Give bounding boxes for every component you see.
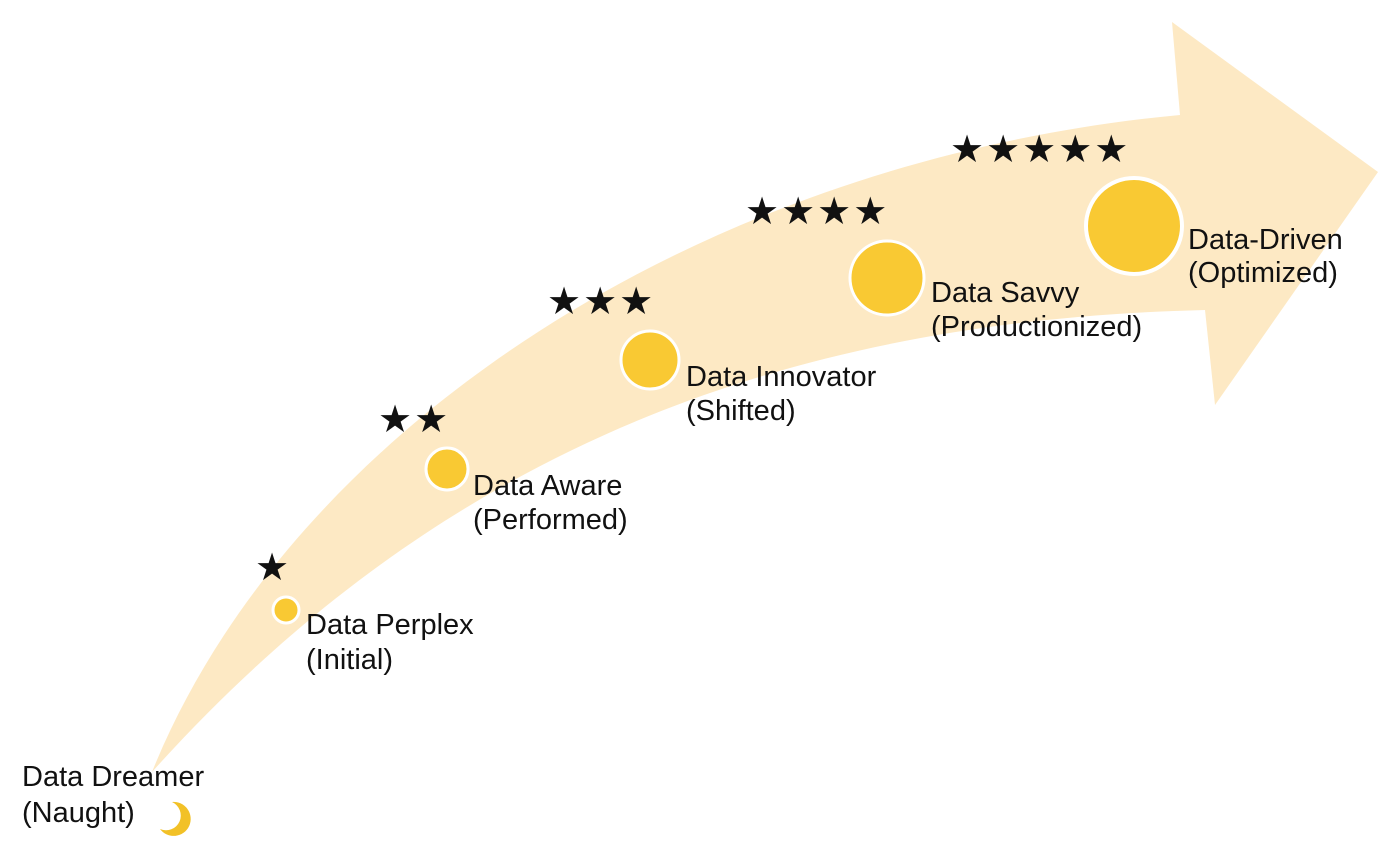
star-rating: ★★★ (547, 279, 655, 323)
stage-name-label: Data Innovator (686, 361, 877, 393)
stage-name-label: Data Savvy (931, 277, 1080, 309)
stage-data-savvy: ★★★★ Data Savvy (Productionized) (745, 189, 1142, 343)
stage-data-perplex: ★ Data Perplex (Initial) (255, 545, 474, 676)
circle-marker-icon (271, 595, 301, 625)
circle-marker-icon (619, 329, 681, 391)
circle-marker-icon (848, 239, 926, 317)
star-rating: ★★★★ (745, 189, 889, 233)
circle-marker-icon (1084, 176, 1184, 276)
stage-name-label: Data Perplex (306, 609, 474, 641)
stage-level-label: (Initial) (306, 644, 393, 676)
stage-data-innovator: ★★★ Data Innovator (Shifted) (547, 279, 877, 427)
star-rating: ★ (255, 545, 291, 589)
stage-level-label: (Productionized) (931, 311, 1142, 343)
stage-data-driven: ★★★★★ Data-Driven (Optimized) (950, 127, 1343, 289)
stage-name-label: Data-Driven (1188, 224, 1343, 256)
stage-level-label: (Naught) (22, 797, 135, 829)
stage-name-label: Data Dreamer (22, 761, 204, 793)
star-rating: ★★ (378, 397, 450, 441)
stage-level-label: (Shifted) (686, 395, 796, 427)
stage-data-aware: ★★ Data Aware (Performed) (378, 397, 628, 536)
stage-level-label: (Performed) (473, 504, 628, 536)
crescent-moon-icon (160, 801, 191, 836)
circle-marker-icon (424, 446, 470, 492)
stage-name-label: Data Aware (473, 470, 622, 502)
stage-level-label: (Optimized) (1188, 257, 1338, 289)
growth-arrow (152, 22, 1378, 772)
stage-data-dreamer: Data Dreamer (Naught) (22, 761, 204, 836)
star-rating: ★★★★★ (950, 127, 1130, 171)
